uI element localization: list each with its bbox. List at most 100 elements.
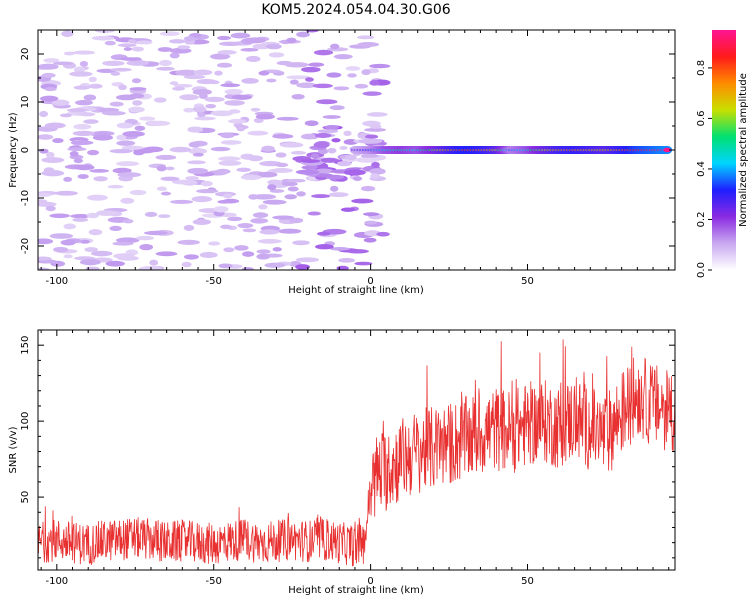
spectrogram-cell: [220, 140, 242, 145]
spectrogram-cell: [172, 86, 185, 91]
spectrogram-cell: [369, 124, 382, 129]
spectrogram-cell: [269, 189, 285, 193]
spectrogram-cell: [317, 231, 331, 236]
spectrogram-cell: [149, 259, 159, 266]
spectrogram-cell: [131, 46, 144, 52]
spectrogram-cell: [53, 61, 74, 66]
spectrogram-cell: [38, 134, 54, 140]
spectrogram-cell: [220, 224, 232, 229]
spectrogram-cell: [183, 224, 195, 231]
spectrogram-cell: [139, 116, 156, 121]
spectrogram-cell: [38, 192, 52, 197]
colorbar-tick-label: 0.8: [696, 60, 707, 76]
spectrogram-cell: [109, 225, 122, 231]
spectrogram-cell: [215, 168, 231, 175]
spectrogram-cell: [40, 95, 59, 102]
spectrogram-cell: [70, 213, 91, 219]
spectrogram-cell: [187, 126, 204, 133]
spectrogram-cell: [272, 215, 295, 220]
spectrogram-cell: [343, 169, 366, 176]
spectrogram-cell: [110, 71, 121, 76]
spectrogram-cell: [78, 112, 96, 117]
spectrogram-cell: [364, 220, 377, 225]
spectrogram-cell: [268, 52, 285, 58]
spectrogram-cell: [79, 60, 89, 67]
spectrogram-cell: [257, 171, 278, 178]
spectrogram-cell: [313, 49, 334, 56]
spectrogram-cell: [105, 260, 126, 267]
spectrogram-cell: [222, 198, 240, 204]
spectrogram-cell: [74, 164, 95, 171]
spectrogram-cell: [43, 167, 55, 174]
spectrogram-cell: [199, 251, 218, 259]
spectrogram-cell: [157, 47, 173, 52]
spectrogram-cell: [118, 84, 127, 91]
spectrogram-cell: [330, 43, 340, 50]
spectrogram-cell: [313, 141, 330, 149]
spectrogram-cell: [69, 151, 79, 157]
spectrogram-cell: [315, 244, 334, 250]
spectrogram-cell: [197, 112, 206, 118]
spectrogram-cell: [366, 112, 388, 117]
spectrogram-cell: [179, 94, 199, 101]
spectrogram-cell: [122, 219, 134, 224]
spectrogram-cell: [59, 113, 72, 118]
spectrogram-cell: [160, 191, 172, 196]
spectrogram-cell: [93, 176, 108, 182]
spectrogram-cell: [284, 194, 298, 200]
spectrogram-cell: [364, 134, 379, 139]
spectrogram-cell: [357, 35, 375, 40]
spectrogram-cell: [275, 162, 289, 168]
spectrogram-cell: [39, 148, 49, 154]
colorbar-scale: [712, 30, 736, 270]
spectrogram-cell: [234, 245, 249, 251]
spectrogram-cell: [224, 88, 243, 95]
snr-line: [38, 339, 675, 567]
snr-panel: -100 -50 0 50 50 100 150 Height of straight l…: [8, 329, 676, 596]
spectrogram-cell: [139, 243, 154, 251]
spectrogram-cell: [175, 69, 198, 76]
spectrogram-cell: [265, 43, 282, 50]
spectrogram-cell: [159, 31, 180, 37]
spectrogram-cell: [135, 40, 153, 45]
spectrogram-cell: [218, 41, 242, 47]
spectrogram-cell: [216, 62, 233, 68]
spectrogram-cell: [217, 156, 241, 162]
snr-y-tick-label: 100: [20, 412, 31, 431]
spectrogram-cell: [51, 99, 70, 106]
spectrogram-cell: [250, 218, 269, 224]
spectrogram-cell: [80, 239, 90, 244]
spectrogram-cell: [236, 126, 245, 132]
spectrogram-cell: [116, 134, 127, 141]
spectrogram-cell: [187, 160, 206, 165]
spectrogram-cell: [122, 131, 145, 137]
colorbar-tick-label: 0.4: [696, 161, 707, 177]
spectrogram-cell: [159, 59, 172, 67]
spectrogram-cell: [258, 70, 270, 76]
spectrogram-cell: [181, 261, 192, 268]
spectrogram-cell: [38, 256, 52, 261]
spectrogram-cell: [223, 193, 233, 199]
spectrogram-cell: [267, 184, 277, 191]
snr-frame: [37, 329, 676, 571]
spectrogram-cell: [286, 75, 311, 80]
spectrogram-cell: [210, 53, 231, 60]
spectrogram-cell: [169, 52, 180, 59]
spectrogram-cell: [38, 63, 59, 70]
spectrogram-cell: [295, 169, 320, 175]
spectrogram-cell: [208, 241, 221, 246]
spectrogram-cell: [339, 146, 348, 150]
spectrogram-cell: [69, 71, 93, 77]
spectrogram-cell: [331, 138, 341, 143]
spectrogram-cell: [156, 186, 168, 192]
colorbar-title: Normalized spectral amplitude: [738, 73, 749, 227]
spectrogram-cell: [116, 237, 140, 244]
spectrogram-cell: [85, 266, 100, 270]
spectrogram-cell: [91, 35, 115, 41]
spectrogram-cell: [361, 69, 371, 76]
spectrogram-cell: [292, 240, 310, 246]
spectrogram-cell: [73, 123, 92, 130]
spectrogram-cell: [196, 188, 219, 194]
spectrogram-cell: [96, 210, 117, 217]
